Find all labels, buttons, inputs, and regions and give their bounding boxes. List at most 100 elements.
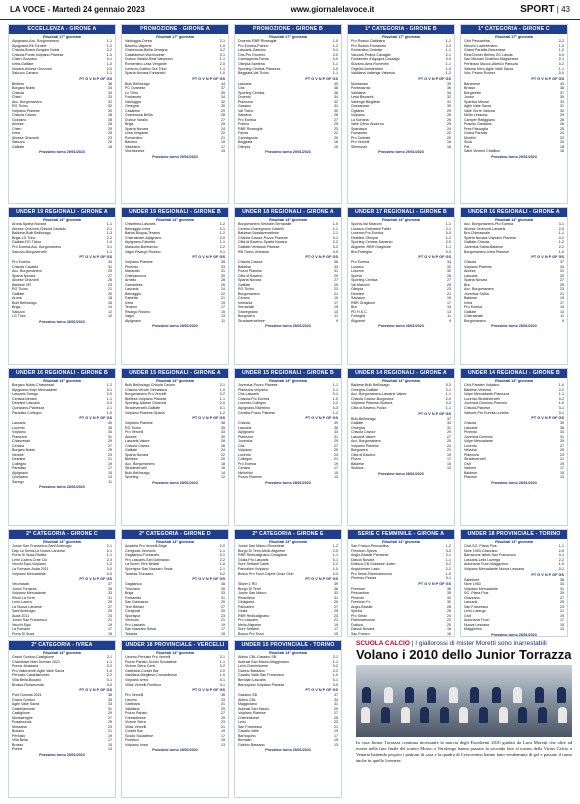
table-header: PT G V N P GF GS xyxy=(418,255,451,260)
table-row: PD H.S.C. 13 xyxy=(351,309,451,314)
result-row: Galliate-Chisola 1-2 xyxy=(464,240,564,245)
result-row: Pianezza-Volpiano 2-1 xyxy=(238,387,338,392)
table-row: Casalese 29 xyxy=(125,108,225,113)
result-row: Baldese-Bulk Bellinzago 1-3 xyxy=(12,231,112,236)
next-round-note: Prossimo turno 28/01/2023 xyxy=(378,324,424,329)
result-row: Pro Sesto-Fiammamonza 1-0 xyxy=(351,571,451,576)
table-row: San Francesco 23 xyxy=(464,604,564,609)
result-row: Cavallo Valle-San Francesco 1-0 xyxy=(238,673,338,678)
table-row: Bulk Bellinzago 16 xyxy=(12,300,112,305)
result-row: Aligoerer-RBR Graglione 1-1 xyxy=(351,244,451,249)
table-row: Cressidinese 25 xyxy=(125,715,225,720)
table-row: Agliè Valle Sacra 31 xyxy=(464,104,564,109)
results-list: Valdoggia-Ovrea 2-1 Baveno-Valperar 1-0 Grav… xyxy=(122,39,228,76)
next-round-note: Prossimo turno 28/01/2023 xyxy=(491,632,537,637)
table-row: PC Ovanese 37 xyxy=(125,86,225,91)
table-row: Chisola 39 xyxy=(238,421,338,426)
table-row: Ivrea 25 xyxy=(12,131,112,136)
result-row: Volpiano Pianese-Sluttora 0-2 xyxy=(351,401,451,406)
box-subtitle: Risultati 17ª giornata xyxy=(382,35,420,39)
results-list: Borgomanero Sestrale-Serravalle 1-0 Cerano… xyxy=(235,222,341,254)
table-row: Stradevercelli 16 xyxy=(125,466,225,471)
standings-table: Pont Donnas 2021 38 Grand Gordon 35 Agliè Va… xyxy=(9,692,115,752)
box-title: 2ª CATEGORIA - GIRONE D xyxy=(122,530,228,539)
standings-table: Gaglianico 38 Tronzano 35 Briga 33 Fontaneto 31… xyxy=(122,581,228,636)
website-url[interactable]: www.giornalelavoce.it xyxy=(290,5,375,14)
result-row: Pertinaxo Mucco-Atletico Passura 0-2 xyxy=(464,61,564,66)
table-row: Volpiano Pianese 35 xyxy=(125,260,225,265)
table-row: Bra 25 xyxy=(464,282,564,287)
result-row: Borgaro Nobis-Chiavresari 1-2 xyxy=(12,383,112,387)
table-row: Alpignano 33 xyxy=(238,430,338,435)
box-title: ECCELLENZA - GIRONE A xyxy=(9,25,115,34)
table-row: Acc. Borgomanero 29 xyxy=(12,269,112,274)
table-row: Borgovera 11 xyxy=(238,314,338,319)
result-row: Dolisca-CB Gobbane Juden 0-2 xyxy=(351,562,451,567)
result-row: Civit-Paralen Volpiano 1-0 xyxy=(464,383,564,387)
table-row: Alpignano 15 xyxy=(12,470,112,475)
table-row: La Sortana 26 xyxy=(351,117,451,122)
result-row: Volpiano Mercadante-Nuova Lessana 0-2 xyxy=(464,566,564,571)
results-list: Junior San Francesco-Sant'Ambrogio 2-1 Dap… xyxy=(9,544,115,576)
result-row: Druento-RBR Rivaroglie 1-0 xyxy=(238,39,338,43)
table-row: Galliate 25 xyxy=(238,282,338,287)
table-row: Fontaneto 31 xyxy=(125,595,225,600)
table-row: Omegna 30 xyxy=(125,104,225,109)
standings-box: UNDER 15 PROVINCIALE - TORINO GIRONE B Ri… xyxy=(234,640,342,798)
table-row: RG Ticino 32 xyxy=(12,104,112,109)
result-row: Saluzzo-Borgovercelli 1-1 xyxy=(12,249,112,254)
result-row: Chisola-Verceli Ginnastica 1-0 xyxy=(125,387,225,392)
table-row: Volpiano 33 xyxy=(12,430,112,435)
results-list: Chisettino-Lascaris 1-2 Beinaggio-Ivrea 0-1… xyxy=(122,222,228,254)
result-row: Sporting-Alicese Orizzonti 2-0 xyxy=(125,401,225,406)
result-row: RBR Redicalignano-Ciriagiana 1-1 xyxy=(238,553,338,558)
table-row: Forteglia 11 xyxy=(351,314,451,319)
table-row: Ciriagiana 29 xyxy=(238,600,338,605)
table-row: Siliver 1 RD 39 xyxy=(238,582,338,587)
result-row: Barracone Isifort-San Francesco 0-1 xyxy=(464,553,564,558)
table-row: Vallenge Biegliese 31 xyxy=(351,99,451,104)
table-row: Lascaris 40 xyxy=(238,81,338,86)
table-row: Volpiano Pianese 38 xyxy=(125,421,225,426)
standings-table: Lascaris 40 Cbs 38 Sporting Cenisia 36 Druento… xyxy=(235,81,341,150)
result-row: Ponne-Mossana 0-2 xyxy=(12,664,112,669)
table-row: Pianezza 23 xyxy=(464,452,564,457)
table-row: Acc. Borgomanero 25 xyxy=(351,439,451,444)
table-row: Fioriteco 15 xyxy=(125,738,225,743)
table-row: Grand Gordon 35 xyxy=(12,697,112,702)
box-title: PROMOZIONE - GIRONE A xyxy=(122,25,228,34)
table-row: Valdilana 29 xyxy=(125,706,225,711)
table-row: Beinaggio 22 xyxy=(125,291,225,296)
result-row: Novara-Alicese Orizzonti 2-0 xyxy=(12,66,112,71)
table-row: Caprie Gnaz Club13 xyxy=(238,636,338,637)
publication-date: LA VOCE - Martedì 24 gennaio 2023 xyxy=(10,5,145,14)
result-row: Bra-Forteglia 0-3 xyxy=(351,249,451,254)
result-row: Burgo Di Terni-Mello Alignese 2-0 xyxy=(238,548,338,553)
table-row: Freedom 38 xyxy=(351,586,451,591)
table-row: Gaglianico 38 xyxy=(125,582,225,587)
table-row: Spezia 26 xyxy=(351,609,451,614)
results-list: Arona-Sparta Novara 1-1 Alicese Orizzonti-… xyxy=(9,222,115,254)
table-row: Galliate 20 xyxy=(12,291,112,296)
table-row: Dearline 21 xyxy=(12,457,112,462)
result-row: Borgomanero-Pro Vercelli 0-2 xyxy=(125,392,225,397)
standings-box: UNDER 19 REGIONALI - GIRONE B Risultati 1… xyxy=(121,207,229,365)
standings-box: 1ª CATEGORIA - GIRONE B Risultati 17ª gio… xyxy=(347,24,455,204)
table-row: Tronzano 35 xyxy=(125,586,225,591)
table-row: RG Ticino 23 xyxy=(238,287,338,292)
table-row: Mello Alignese 19 xyxy=(238,622,338,627)
results-list: Lisorno-Pertusio Pro Vercelli 2-1 Pozzo Pa… xyxy=(122,655,228,687)
next-round-note: Prossimo turno 28/01/2023 xyxy=(152,748,198,753)
result-row: Sportspur-San Nazzaro Sesia 2-1 xyxy=(125,566,225,571)
table-row: Chisola 34 xyxy=(12,90,112,95)
result-row: Giulia-Pro Lascaris 0-1 xyxy=(238,557,338,562)
result-row: Juventus Sicilia-Baldese 2-2 xyxy=(464,244,564,249)
table-row: Pont Donnas 2021 38 xyxy=(12,693,112,698)
result-row: Pancalieri Volpiano 1-0 xyxy=(238,566,338,571)
table-row: Aubrasi San Mauro 29 xyxy=(238,706,338,711)
result-row: Chisola Cavour-Pozzo Pianese 0-1 xyxy=(238,235,338,240)
result-row: Arona-Sparta Novara 1-1 xyxy=(12,222,112,226)
result-row: Acc. Borgomanero-Pro Eureka 3-1 xyxy=(464,222,564,226)
result-row: Brosso-Rosamunda 3-0 xyxy=(12,682,112,687)
result-row: Sporta-Val Marconi 1-1 xyxy=(351,222,451,226)
